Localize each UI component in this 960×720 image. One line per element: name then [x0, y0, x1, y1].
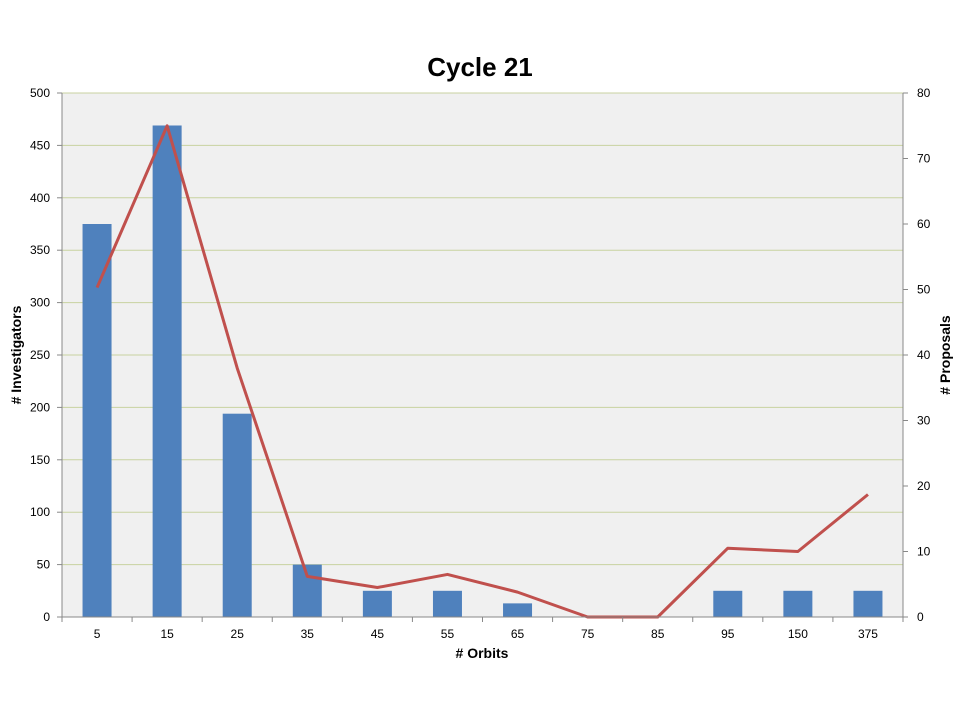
right-tick-label: 20	[917, 479, 931, 493]
left-tick-label: 350	[30, 243, 50, 257]
bar	[222, 413, 252, 617]
x-tick-label: 375	[858, 627, 878, 641]
y-axis-label: # Investigators	[8, 305, 24, 404]
right-tick-label: 30	[917, 414, 931, 428]
bar-series	[82, 125, 883, 617]
x-tick-label: 45	[371, 627, 385, 641]
x-tick-label: 95	[721, 627, 735, 641]
bar	[362, 590, 392, 617]
right-tick-label: 0	[917, 610, 924, 624]
bar	[783, 590, 813, 617]
right-tick-label: 40	[917, 348, 931, 362]
bar	[82, 224, 112, 617]
gridlines	[62, 92, 903, 566]
bar	[503, 603, 533, 617]
bar	[432, 590, 462, 617]
x-tick-label: 5	[94, 627, 101, 641]
right-axis-ticks: 0 10 20 30 40 50 60 70 80	[903, 86, 931, 624]
right-tick-label: 80	[917, 86, 931, 100]
left-tick-label: 150	[30, 453, 50, 467]
x-tick-label: 85	[651, 627, 665, 641]
x-tick-label: 75	[581, 627, 595, 641]
bar	[853, 590, 883, 617]
right-tick-label: 60	[917, 217, 931, 231]
proposals-line	[95, 124, 869, 619]
x-axis-ticks: 5 15 25 35 45 55 65 75 85 95 150 375	[61, 617, 904, 641]
left-tick-label: 50	[37, 558, 51, 572]
left-tick-label: 300	[30, 296, 50, 310]
x-tick-label: 55	[441, 627, 455, 641]
left-tick-label: 100	[30, 505, 50, 519]
y2-axis-label: # Proposals	[937, 315, 953, 395]
x-axis-label: # Orbits	[456, 645, 509, 661]
bar	[152, 125, 182, 617]
right-tick-label: 50	[917, 283, 931, 297]
chart-title: Cycle 21	[427, 52, 533, 82]
left-tick-label: 450	[30, 138, 50, 152]
x-tick-label: 25	[231, 627, 245, 641]
right-tick-label: 70	[917, 152, 931, 166]
left-tick-label: 400	[30, 191, 50, 205]
left-tick-label: 0	[43, 610, 50, 624]
bar	[713, 590, 743, 617]
line-series	[95, 124, 869, 619]
x-tick-label: 15	[160, 627, 174, 641]
x-tick-label: 65	[511, 627, 525, 641]
left-tick-label: 250	[30, 348, 50, 362]
left-axis-ticks: 0 50 100 150 200 250 300 350 400 450 500	[30, 86, 62, 624]
x-tick-label: 35	[301, 627, 315, 641]
right-tick-label: 10	[917, 545, 931, 559]
left-tick-label: 200	[30, 400, 50, 414]
left-tick-label: 500	[30, 86, 50, 100]
x-tick-label: 150	[788, 627, 808, 641]
